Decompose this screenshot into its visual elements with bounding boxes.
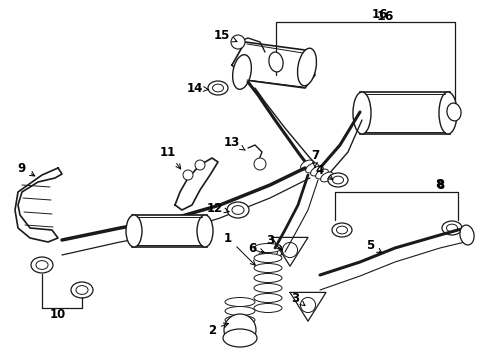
Text: 4: 4 — [315, 163, 332, 180]
Text: 12: 12 — [206, 202, 228, 215]
Ellipse shape — [268, 52, 283, 72]
Ellipse shape — [305, 163, 318, 173]
Ellipse shape — [315, 169, 328, 179]
Bar — [359, 92, 449, 134]
Ellipse shape — [224, 306, 254, 315]
Text: 3: 3 — [265, 234, 282, 249]
Ellipse shape — [197, 215, 213, 247]
Ellipse shape — [71, 282, 93, 298]
Text: 14: 14 — [186, 81, 208, 95]
Text: 11: 11 — [160, 145, 180, 169]
Text: 7: 7 — [310, 149, 318, 167]
Ellipse shape — [212, 84, 223, 92]
Circle shape — [195, 160, 204, 170]
Ellipse shape — [331, 223, 351, 237]
Circle shape — [183, 170, 193, 180]
Text: 16: 16 — [371, 8, 387, 21]
Ellipse shape — [253, 293, 282, 302]
Ellipse shape — [459, 225, 473, 245]
Text: 15: 15 — [213, 28, 237, 42]
Ellipse shape — [253, 264, 282, 273]
Text: 16: 16 — [376, 9, 393, 23]
Ellipse shape — [297, 48, 316, 86]
Text: 5: 5 — [365, 239, 381, 253]
Ellipse shape — [327, 173, 347, 187]
Ellipse shape — [207, 81, 227, 95]
Ellipse shape — [446, 224, 457, 232]
Ellipse shape — [224, 297, 254, 306]
Circle shape — [253, 158, 265, 170]
Ellipse shape — [232, 55, 251, 89]
Text: 13: 13 — [224, 135, 245, 150]
Text: 8: 8 — [435, 179, 443, 192]
Ellipse shape — [76, 285, 88, 294]
Ellipse shape — [336, 226, 347, 234]
Circle shape — [230, 35, 244, 49]
Text: 1: 1 — [224, 231, 255, 265]
Ellipse shape — [332, 176, 343, 184]
Ellipse shape — [126, 215, 142, 247]
Ellipse shape — [446, 103, 460, 121]
Ellipse shape — [226, 202, 248, 218]
Text: 8: 8 — [435, 177, 444, 190]
Ellipse shape — [224, 315, 254, 324]
Ellipse shape — [352, 92, 370, 134]
Text: 6: 6 — [247, 242, 264, 255]
Ellipse shape — [438, 92, 456, 134]
Ellipse shape — [300, 160, 313, 170]
Circle shape — [224, 314, 256, 346]
Ellipse shape — [262, 245, 282, 259]
Text: 9: 9 — [18, 162, 35, 176]
Ellipse shape — [223, 329, 257, 347]
Ellipse shape — [253, 274, 282, 283]
Text: 10: 10 — [50, 309, 66, 321]
Ellipse shape — [253, 243, 282, 252]
Ellipse shape — [224, 333, 254, 342]
Ellipse shape — [310, 166, 323, 176]
Text: 3: 3 — [290, 292, 305, 306]
Text: 2: 2 — [207, 323, 228, 337]
Ellipse shape — [36, 261, 48, 269]
Ellipse shape — [31, 257, 53, 273]
Ellipse shape — [231, 206, 244, 215]
Ellipse shape — [253, 253, 282, 262]
Ellipse shape — [224, 324, 254, 333]
Circle shape — [282, 242, 297, 257]
Ellipse shape — [441, 221, 461, 235]
Circle shape — [300, 297, 315, 312]
Ellipse shape — [320, 172, 333, 182]
Ellipse shape — [253, 284, 282, 292]
Ellipse shape — [253, 303, 282, 312]
Bar — [132, 215, 206, 247]
Ellipse shape — [266, 248, 277, 256]
